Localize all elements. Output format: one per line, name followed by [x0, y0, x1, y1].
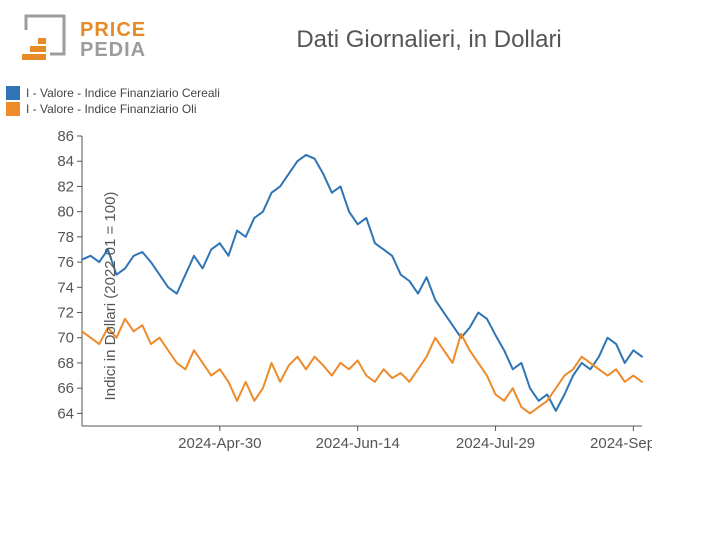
- logo: PRICE PEDIA: [20, 12, 146, 68]
- legend-item: I - Valore - Indice Finanziario Oli: [6, 102, 706, 116]
- svg-text:84: 84: [57, 153, 74, 170]
- svg-text:2024-Jun-14: 2024-Jun-14: [316, 435, 400, 452]
- svg-text:70: 70: [57, 330, 74, 347]
- svg-text:74: 74: [57, 279, 74, 296]
- logo-mark: [20, 12, 76, 68]
- svg-text:78: 78: [57, 229, 74, 246]
- logo-word1: PRICE: [80, 20, 146, 40]
- svg-text:80: 80: [57, 204, 74, 221]
- svg-text:2024-Jul-29: 2024-Jul-29: [456, 435, 535, 452]
- svg-text:2024-Apr-30: 2024-Apr-30: [178, 435, 261, 452]
- y-axis-label: Indici in Dollari (2022-01 = 100): [102, 192, 119, 401]
- legend-swatch: [6, 86, 20, 100]
- legend-label: I - Valore - Indice Finanziario Cereali: [26, 86, 220, 100]
- legend: I - Valore - Indice Finanziario Cereali I…: [0, 68, 712, 116]
- chart-title: Dati Giornalieri, in Dollari: [146, 26, 692, 54]
- legend-swatch: [6, 102, 20, 116]
- svg-text:86: 86: [57, 128, 74, 145]
- legend-label: I - Valore - Indice Finanziario Oli: [26, 102, 197, 116]
- svg-text:68: 68: [57, 355, 74, 372]
- logo-word2: PEDIA: [80, 40, 146, 60]
- svg-text:64: 64: [57, 405, 74, 422]
- chart-container: Indici in Dollari (2022-01 = 100) 64 66 68…: [12, 126, 700, 466]
- svg-text:76: 76: [57, 254, 74, 271]
- header: PRICE PEDIA Dati Giornalieri, in Dollari: [0, 0, 712, 68]
- svg-text:66: 66: [57, 380, 74, 397]
- legend-item: I - Valore - Indice Finanziario Cereali: [6, 86, 706, 100]
- svg-text:82: 82: [57, 178, 74, 195]
- svg-text:72: 72: [57, 305, 74, 322]
- svg-text:2024-Sep-12: 2024-Sep-12: [590, 435, 652, 452]
